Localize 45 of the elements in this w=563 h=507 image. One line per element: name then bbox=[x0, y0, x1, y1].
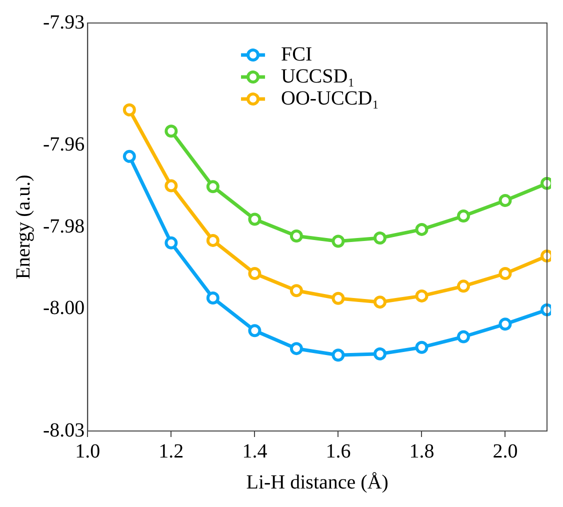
x-tick-label: 1.2 bbox=[158, 440, 184, 462]
point bbox=[373, 232, 386, 245]
x-tick-label: 1.4 bbox=[242, 440, 268, 462]
y-axis-title: Energy (a.u.) bbox=[12, 174, 34, 280]
point bbox=[373, 296, 386, 309]
legend-label: FCI bbox=[281, 43, 312, 66]
point bbox=[498, 194, 512, 207]
point bbox=[290, 284, 303, 298]
point bbox=[456, 209, 470, 222]
y-tick-label: -7.93 bbox=[42, 11, 85, 34]
point bbox=[206, 291, 220, 304]
y-tick-label: -7.96 bbox=[42, 134, 85, 156]
point bbox=[248, 267, 262, 280]
point bbox=[415, 289, 428, 302]
point bbox=[164, 179, 178, 192]
point bbox=[290, 229, 303, 242]
point bbox=[332, 234, 345, 248]
point bbox=[498, 267, 512, 280]
point bbox=[332, 348, 345, 362]
point bbox=[290, 342, 303, 356]
x-tick-label: 2.0 bbox=[492, 440, 518, 462]
x-tick-label: 1.6 bbox=[326, 440, 351, 462]
point bbox=[415, 222, 428, 236]
point bbox=[164, 236, 178, 250]
point bbox=[332, 292, 345, 305]
y-tick-label: -8.03 bbox=[42, 419, 85, 442]
point bbox=[456, 280, 470, 293]
point bbox=[498, 318, 512, 331]
point bbox=[122, 150, 136, 163]
point bbox=[373, 347, 386, 360]
y-tick-label: -8.00 bbox=[42, 296, 85, 319]
point bbox=[206, 234, 220, 247]
point bbox=[122, 103, 136, 116]
point bbox=[206, 180, 220, 194]
point bbox=[164, 124, 178, 138]
y-tick-label: -7.98 bbox=[42, 215, 85, 238]
x-tick-label: 1.0 bbox=[75, 440, 100, 462]
point bbox=[415, 340, 428, 354]
x-axis-title: Li-H distance (Å) bbox=[246, 471, 388, 494]
point bbox=[248, 212, 262, 226]
point bbox=[248, 324, 262, 338]
legend-label: OO-UCCD₁ bbox=[281, 87, 380, 110]
point bbox=[456, 330, 470, 344]
x-tick-label: 1.8 bbox=[409, 440, 434, 462]
legend-label: UCCSD₁ bbox=[281, 65, 355, 88]
